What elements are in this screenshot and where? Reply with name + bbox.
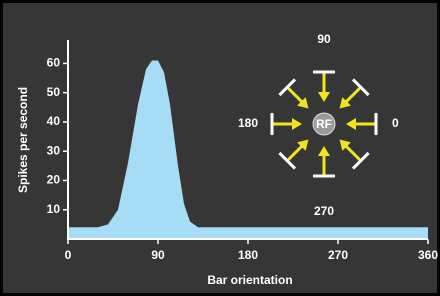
x-tick-label: 0: [65, 248, 72, 262]
y-tick-label: 50: [47, 85, 61, 99]
y-tick-label: 10: [47, 202, 61, 216]
chart: Bar orientation Spikes per second 10 20 30…: [0, 0, 440, 296]
rf-label: RF: [316, 117, 332, 131]
y-tick-label: 30: [47, 143, 61, 157]
angle-label: 180: [238, 116, 258, 130]
y-tick-label: 60: [47, 56, 61, 70]
angle-label: 0: [392, 116, 399, 130]
x-tick-label: 360: [418, 248, 438, 262]
angle-label: 90: [317, 32, 331, 46]
page: Bar orientation Spikes per second 10 20 30…: [0, 0, 440, 296]
x-tick-label: 90: [151, 248, 165, 262]
y-tick-label: 20: [47, 173, 61, 187]
y-tick-label: 40: [47, 114, 61, 128]
x-tick-label: 180: [238, 248, 258, 262]
x-tick-label: 270: [328, 248, 348, 262]
angle-label: 270: [314, 204, 334, 218]
y-axis-label: Spikes per second: [16, 87, 30, 193]
x-axis-label: Bar orientation: [207, 273, 292, 287]
